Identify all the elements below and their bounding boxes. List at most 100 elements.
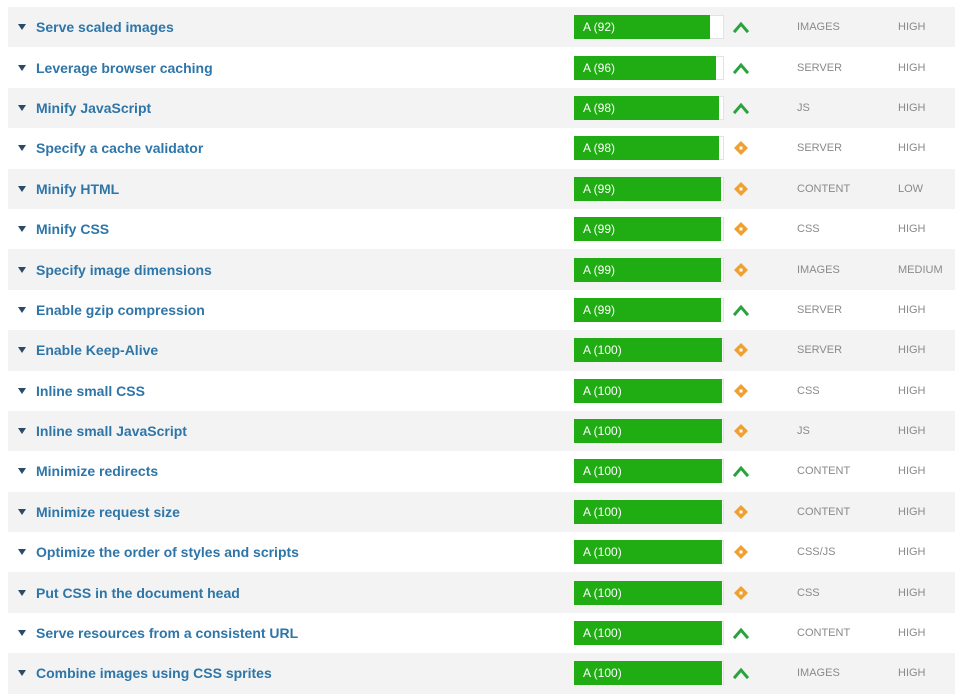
recommendation-title[interactable]: Combine images using CSS sprites <box>36 665 272 682</box>
grade-label: A (98) <box>583 100 616 115</box>
recommendation-title[interactable]: Serve resources from a consistent URL <box>36 625 299 642</box>
diamond-icon <box>732 584 750 602</box>
type-label: CONTENT <box>797 505 851 518</box>
recommendation-title[interactable]: Minify CSS <box>36 221 110 238</box>
recommendation-title[interactable]: Put CSS in the document head <box>36 584 240 601</box>
recommendation-row[interactable]: Minimize redirects A (100) CONTENT HIGH <box>8 451 955 492</box>
priority-label: HIGH <box>898 586 926 599</box>
recommendation-row[interactable]: Serve resources from a consistent URL A (… <box>8 612 955 654</box>
diamond-icon <box>732 341 750 359</box>
chevron-up-icon <box>732 99 750 117</box>
chevron-up-icon <box>732 301 750 319</box>
caret-down-icon[interactable] <box>18 549 26 556</box>
caret-down-icon[interactable] <box>18 468 26 475</box>
recommendation-row[interactable]: Serve scaled images A (92) IMAGES HIGH <box>8 7 955 48</box>
recommendation-row[interactable]: Put CSS in the document head A (100) CSS HI… <box>8 572 955 613</box>
recommendation-title[interactable]: Inline small JavaScript <box>36 423 187 440</box>
recommendation-title[interactable]: Minimize redirects <box>36 463 159 480</box>
recommendation-row[interactable]: Combine images using CSS sprites A (100) I… <box>8 653 955 694</box>
grade-bar: A (99) <box>574 297 724 322</box>
type-label: CSS/JS <box>797 546 836 559</box>
caret-down-icon[interactable] <box>18 347 26 354</box>
recommendation-row[interactable]: Enable gzip compression A (99) SERVER HIGH <box>8 289 955 331</box>
caret-down-icon[interactable] <box>18 589 26 596</box>
recommendation-title[interactable]: Inline small CSS <box>36 382 145 399</box>
grade-bar-fill <box>574 661 722 686</box>
grade-bar: A (98) <box>574 95 724 120</box>
grade-label: A (100) <box>583 626 622 641</box>
grade-label: A (100) <box>583 666 622 681</box>
recommendation-row[interactable]: Minify HTML A (99) CONTENT LOW <box>8 168 955 209</box>
grade-bar-fill <box>574 419 722 444</box>
caret-down-icon[interactable] <box>18 226 26 233</box>
grade-label: A (99) <box>583 262 616 277</box>
grade-bar-fill <box>574 257 721 282</box>
caret-down-icon[interactable] <box>18 306 26 313</box>
recommendation-title[interactable]: Specify a cache validator <box>36 140 204 157</box>
caret-down-icon[interactable] <box>18 387 26 394</box>
recommendation-row[interactable]: Specify image dimensions A (99) IMAGES MEDI… <box>8 249 955 290</box>
diamond-icon <box>732 503 750 521</box>
caret-down-icon[interactable] <box>18 630 26 637</box>
recommendation-title[interactable]: Serve scaled images <box>36 19 174 36</box>
chevron-up-icon <box>732 664 750 682</box>
grade-label: A (100) <box>583 343 622 358</box>
recommendation-title[interactable]: Specify image dimensions <box>36 261 212 278</box>
grade-bar: A (100) <box>574 540 724 565</box>
type-label: SERVER <box>797 61 843 74</box>
diamond-icon <box>732 220 750 238</box>
grade-bar: A (100) <box>574 338 724 363</box>
grade-bar: A (100) <box>574 499 724 524</box>
grade-bar: A (100) <box>574 661 724 686</box>
recommendation-row[interactable]: Leverage browser caching A (96) SERVER HIGH <box>8 47 955 88</box>
caret-down-icon[interactable] <box>18 145 26 152</box>
caret-down-icon[interactable] <box>18 428 26 435</box>
grade-bar-fill <box>574 540 722 565</box>
type-label: CONTENT <box>797 627 851 640</box>
grade-label: A (100) <box>583 504 622 519</box>
grade-bar-fill <box>574 580 722 605</box>
caret-down-icon[interactable] <box>18 104 26 111</box>
priority-label: HIGH <box>898 627 926 640</box>
grade-label: A (100) <box>583 545 622 560</box>
recommendation-title[interactable]: Enable Keep-Alive <box>36 342 159 359</box>
grade-label: A (99) <box>583 302 616 317</box>
recommendation-row[interactable]: Minify JavaScript A (98) JS HIGH <box>8 87 955 129</box>
caret-down-icon[interactable] <box>18 24 26 31</box>
caret-down-icon[interactable] <box>18 266 26 273</box>
chevron-up-icon <box>732 462 750 480</box>
recommendation-title[interactable]: Enable gzip compression <box>36 301 205 318</box>
recommendation-row[interactable]: Minimize request size A (100) CONTENT HIGH <box>8 491 955 533</box>
grade-bar-fill <box>574 55 717 80</box>
grade-bar-fill <box>574 15 711 40</box>
type-label: CONTENT <box>797 465 851 478</box>
priority-label: HIGH <box>898 101 926 114</box>
type-label: SERVER <box>797 344 843 357</box>
grade-bar-fill <box>574 459 722 484</box>
recommendation-row[interactable]: Minify CSS A (99) CSS HIGH <box>8 208 955 250</box>
grade-bar: A (100) <box>574 621 724 646</box>
caret-down-icon[interactable] <box>18 508 26 515</box>
caret-down-icon[interactable] <box>18 64 26 71</box>
grade-label: A (99) <box>583 222 616 237</box>
recommendation-title[interactable]: Minify JavaScript <box>36 99 152 116</box>
recommendation-row[interactable]: Inline small CSS A (100) CSS HIGH <box>8 370 955 411</box>
recommendation-row[interactable]: Optimize the order of styles and scripts… <box>8 532 955 573</box>
chevron-up-icon <box>732 624 750 642</box>
type-label: JS <box>797 425 810 438</box>
recommendation-row[interactable]: Enable Keep-Alive A (100) SERVER HIGH <box>8 330 955 371</box>
caret-down-icon[interactable] <box>18 670 26 677</box>
diamond-icon <box>732 382 750 400</box>
recommendation-title[interactable]: Leverage browser caching <box>36 59 213 76</box>
caret-down-icon[interactable] <box>18 185 26 192</box>
recommendation-title[interactable]: Minify HTML <box>36 180 120 197</box>
grade-bar-fill <box>574 338 722 363</box>
recommendation-title[interactable]: Optimize the order of styles and scripts <box>36 544 299 561</box>
priority-label: HIGH <box>898 142 926 155</box>
recommendation-title[interactable]: Minimize request size <box>36 503 180 520</box>
recommendation-row[interactable]: Inline small JavaScript A (100) JS HIGH <box>8 410 955 452</box>
priority-label: HIGH <box>898 505 926 518</box>
recommendation-row[interactable]: Specify a cache validator A (98) SERVER HIG… <box>8 128 955 169</box>
priority-label: HIGH <box>898 303 926 316</box>
priority-label: LOW <box>898 182 924 195</box>
